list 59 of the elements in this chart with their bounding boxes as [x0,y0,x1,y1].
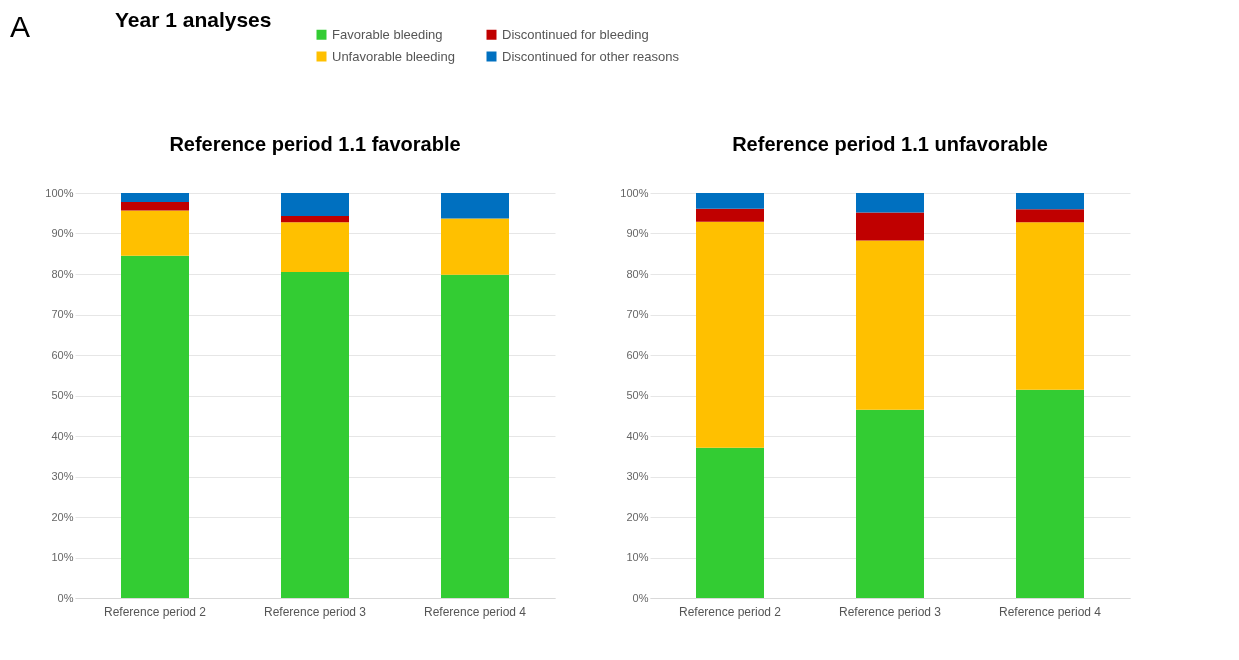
text: A [10,10,31,43]
x-tick-label: Reference period 3 [838,604,942,619]
x-tick-label: Reference period 2 [103,604,207,619]
y-tick-label: 30% [51,470,74,482]
y-tick-label: 80% [626,267,649,280]
x-tick-label: Reference period 4 [998,604,1102,619]
y-tick-label: 80% [51,267,74,280]
bar [1016,193,1084,210]
y-tick-label: 100% [620,186,649,199]
y-tick-label: 40% [51,429,74,442]
x-tick-label: Reference period 4 [423,604,527,619]
y-tick-label: 0% [632,591,649,604]
y-tick-label: 60% [51,348,74,361]
bar [696,447,764,598]
bar [121,210,189,256]
legend-label: Favorable bleeding [332,26,443,42]
bar [121,201,189,211]
bar [856,193,924,213]
y-tick-label: 50% [51,389,74,401]
chart-title: Reference period 1.1 unfavorable [732,133,1048,155]
y-tick-label: 70% [51,308,74,320]
bar [1016,389,1084,598]
bar [696,193,764,209]
bar [696,221,764,448]
bar [281,193,349,217]
x-tick-label: Reference period 3 [263,604,367,619]
y-tick-label: 70% [626,308,649,320]
bar [441,218,509,275]
bar [856,240,924,410]
bar [281,216,349,223]
legend-label: Discontinued for other reasons [502,48,680,64]
y-tick-label: 0% [57,591,74,604]
y-tick-label: 50% [626,389,649,401]
y-tick-label: 90% [626,227,649,239]
text: Year 1 analyses [115,8,272,31]
y-tick-label: 20% [51,510,74,523]
bar [281,222,349,272]
legend-label: Discontinued for bleeding [502,26,649,42]
bar [696,208,764,222]
y-tick-label: 40% [626,429,649,442]
chart-title: Reference period 1.1 favorable [169,133,461,155]
bar [281,271,349,598]
y-tick-label: 20% [626,510,649,523]
bar [1016,222,1084,390]
bar [121,255,189,598]
y-tick-label: 30% [626,470,649,482]
x-tick-label: Reference period 2 [678,604,782,619]
bar [856,409,924,598]
bar [121,193,189,202]
bar [441,274,509,598]
bar [441,193,509,219]
bar [1016,209,1084,223]
y-tick-label: 60% [626,348,649,361]
y-tick-label: 90% [51,227,74,239]
y-tick-label: 10% [626,551,649,563]
y-tick-label: 10% [51,551,74,563]
bar [856,212,924,241]
y-tick-label: 100% [45,186,74,199]
legend-label: Unfavorable bleeding [332,48,455,64]
